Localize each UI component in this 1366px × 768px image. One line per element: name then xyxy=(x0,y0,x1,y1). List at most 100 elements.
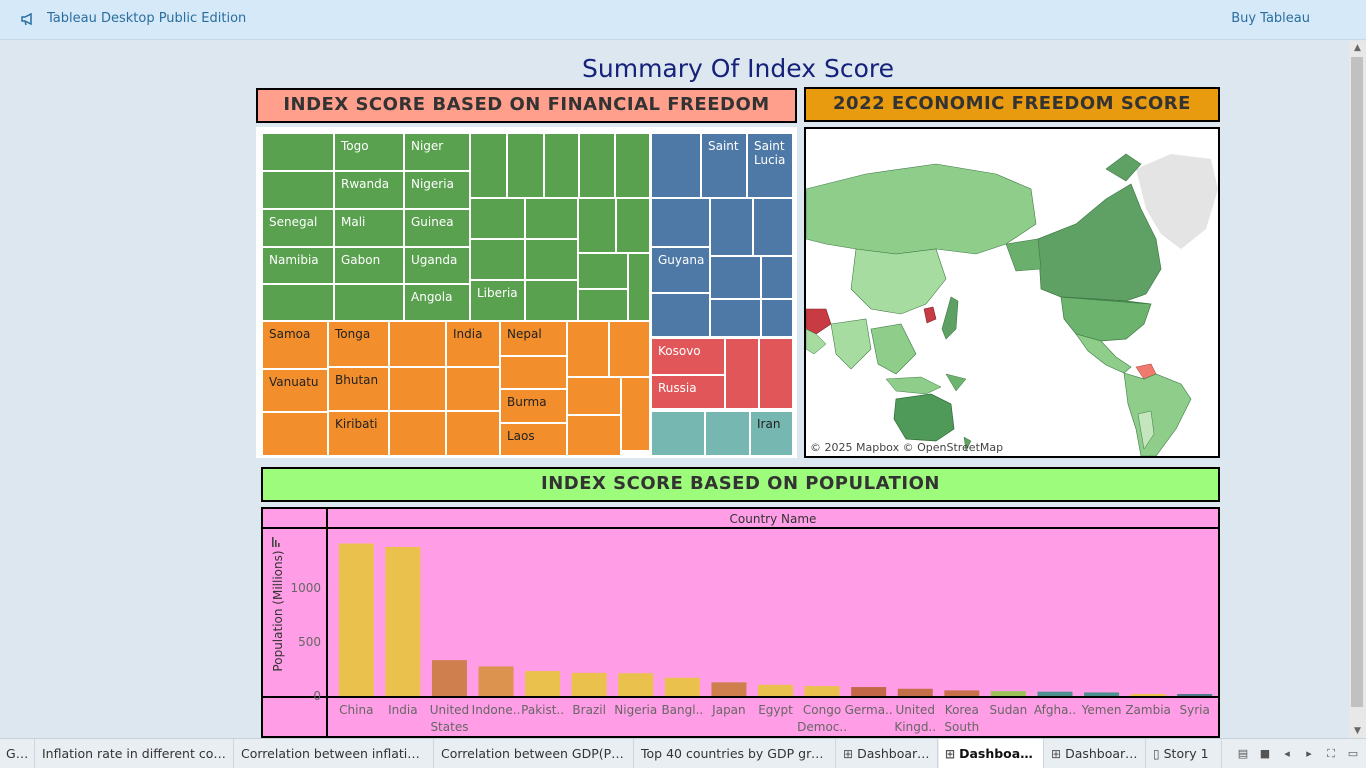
treemap-tile[interactable] xyxy=(567,377,621,415)
treemap-tile[interactable]: Samoa xyxy=(262,321,328,369)
treemap-tile[interactable] xyxy=(262,171,334,209)
bar-korea-south[interactable] xyxy=(944,690,980,696)
bar-egypt[interactable] xyxy=(758,684,793,696)
tab-correlation-gdp[interactable]: Correlation between GDP(PPP) ... xyxy=(435,739,634,768)
treemap-tile[interactable] xyxy=(710,198,753,256)
treemap-tile[interactable] xyxy=(525,280,578,321)
vertical-scrollbar[interactable]: ▲ ▼ xyxy=(1349,41,1366,738)
scroll-up-icon[interactable]: ▲ xyxy=(1354,43,1361,53)
treemap-tile[interactable] xyxy=(262,133,334,171)
treemap-tile[interactable]: Vanuatu xyxy=(262,369,328,412)
treemap-tile[interactable] xyxy=(609,321,650,377)
treemap-tile[interactable]: Togo xyxy=(334,133,404,171)
show-tabs-icon[interactable]: ■ xyxy=(1259,747,1271,760)
treemap-tile[interactable]: Senegal xyxy=(262,209,334,247)
fullscreen-icon[interactable]: ⛶ xyxy=(1327,747,1335,760)
treemap-tile[interactable] xyxy=(389,367,446,411)
tab-inflation-rate[interactable]: Inflation rate in different countries xyxy=(36,739,234,768)
treemap-tile[interactable] xyxy=(628,253,650,321)
tab-story-1[interactable]: ▯ Story 1 xyxy=(1147,739,1222,768)
treemap-tile[interactable] xyxy=(578,253,628,289)
bar-pakist[interactable] xyxy=(525,671,561,696)
treemap-tile[interactable] xyxy=(525,239,578,280)
bar-congo-democ[interactable] xyxy=(804,686,840,696)
bar-united-kingd[interactable] xyxy=(897,688,933,696)
bar-zambia[interactable] xyxy=(1130,693,1166,696)
treemap-tile[interactable]: Saint xyxy=(701,133,747,198)
treemap-tile[interactable]: Mali xyxy=(334,209,404,247)
scrollbar-thumb[interactable] xyxy=(1351,57,1363,707)
bar-nigeria[interactable] xyxy=(618,673,654,696)
presentation-icon[interactable]: ▭ xyxy=(1347,747,1359,760)
show-filmstrip-icon[interactable]: ▤ xyxy=(1237,747,1249,760)
treemap-tile[interactable]: Kiribati xyxy=(328,411,389,456)
bar-germa[interactable] xyxy=(851,687,887,696)
treemap-tile[interactable]: Niger xyxy=(404,133,470,171)
tab-correlation-inflation[interactable]: Correlation between inflation an... xyxy=(235,739,434,768)
treemap-tile[interactable] xyxy=(710,256,761,299)
treemap-tile[interactable] xyxy=(525,198,578,239)
bar-china[interactable] xyxy=(338,543,374,696)
treemap-tile[interactable] xyxy=(651,293,710,337)
treemap-tile[interactable]: Gabon xyxy=(334,247,404,284)
treemap-tile[interactable]: Laos xyxy=(500,423,567,456)
treemap-tile[interactable]: Liberia xyxy=(470,280,525,321)
treemap-tile[interactable] xyxy=(761,299,793,337)
treemap-tile[interactable] xyxy=(446,411,500,456)
treemap-tile[interactable] xyxy=(470,198,525,239)
treemap-tile[interactable]: Nigeria xyxy=(404,171,470,209)
treemap-tile[interactable]: Angola xyxy=(404,284,470,321)
treemap-tile[interactable] xyxy=(544,133,579,198)
population-bar-chart[interactable]: Country Name Population (Millions) 0 500 1… xyxy=(261,507,1220,738)
bar-afgha[interactable] xyxy=(1037,691,1073,696)
treemap-tile[interactable] xyxy=(753,198,793,256)
bar-india[interactable] xyxy=(385,546,421,696)
bar-united-states[interactable] xyxy=(431,660,467,696)
treemap-tile[interactable] xyxy=(389,321,446,367)
bar-yemen[interactable] xyxy=(1084,692,1120,696)
treemap-tile[interactable] xyxy=(579,133,615,198)
bar-indone[interactable] xyxy=(478,666,514,696)
treemap-tile[interactable]: Namibia xyxy=(262,247,334,284)
tab-dashboard-3[interactable]: ⊞ Dashboard 3 xyxy=(1045,739,1146,768)
treemap-tile[interactable]: Guinea xyxy=(404,209,470,247)
treemap-tile[interactable] xyxy=(651,133,701,198)
treemap-tile[interactable] xyxy=(761,256,793,299)
treemap-tile[interactable] xyxy=(705,411,750,456)
bar-brazil[interactable] xyxy=(571,672,607,696)
treemap-tile[interactable]: Nepal xyxy=(500,321,567,356)
tab-dashboard-1[interactable]: ⊞ Dashboard 1 xyxy=(837,739,938,768)
treemap-tile[interactable] xyxy=(621,377,650,451)
treemap-tile[interactable] xyxy=(710,299,761,337)
financial-freedom-treemap[interactable]: Togo Niger Rwanda Nigeria Senegal Mali G… xyxy=(256,127,797,458)
treemap-tile[interactable] xyxy=(470,133,507,198)
treemap-tile[interactable] xyxy=(578,289,628,321)
tab-top-40-gdp[interactable]: Top 40 countries by GDP growt... xyxy=(635,739,836,768)
treemap-tile[interactable] xyxy=(446,367,500,411)
treemap-tile[interactable] xyxy=(651,411,705,456)
treemap-tile[interactable]: Guyana xyxy=(651,247,710,293)
prev-sheet-icon[interactable]: ◂ xyxy=(1284,747,1290,760)
treemap-tile[interactable]: Tonga xyxy=(328,321,389,367)
treemap-tile[interactable] xyxy=(470,239,525,280)
bar-syria[interactable] xyxy=(1177,694,1213,696)
treemap-tile[interactable] xyxy=(615,133,650,198)
treemap-tile[interactable]: Bhutan xyxy=(328,367,389,411)
treemap-tile[interactable] xyxy=(616,198,650,253)
bar-bangl[interactable] xyxy=(664,677,700,696)
chart-filter-icon[interactable] xyxy=(272,537,280,547)
treemap-tile[interactable] xyxy=(262,412,328,456)
treemap-tile[interactable] xyxy=(759,338,793,409)
buy-tableau-link[interactable]: Buy Tableau xyxy=(1231,11,1310,26)
treemap-tile[interactable] xyxy=(725,338,759,409)
treemap-tile[interactable] xyxy=(262,284,334,321)
bar-japan[interactable] xyxy=(711,682,747,696)
treemap-tile[interactable]: Russia xyxy=(651,375,725,409)
next-sheet-icon[interactable]: ▸ xyxy=(1306,747,1312,760)
treemap-tile[interactable] xyxy=(567,415,621,456)
treemap-tile[interactable] xyxy=(507,133,544,198)
tab-gdp[interactable]: GD... xyxy=(0,739,35,768)
treemap-tile[interactable] xyxy=(578,198,616,253)
treemap-tile[interactable]: Kosovo xyxy=(651,338,725,375)
treemap-tile[interactable] xyxy=(389,411,446,456)
